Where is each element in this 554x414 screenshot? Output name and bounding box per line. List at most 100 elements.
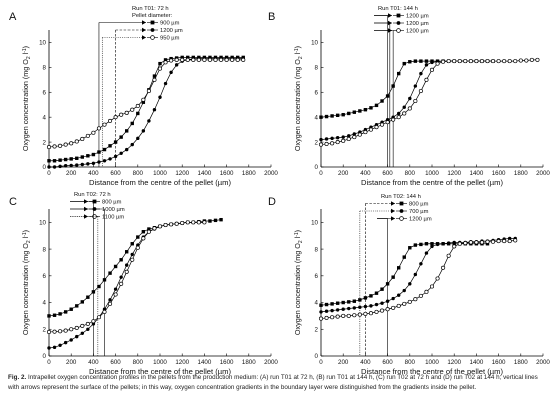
data-point xyxy=(69,163,73,168)
panel-b: B 0 200 400 600 800 1000 1200 1400 1600 1800 2000 0 2… xyxy=(268,6,550,187)
data-point xyxy=(169,70,173,75)
data-point xyxy=(80,155,84,159)
x-axis-title: Distance from the centre of the pellet (… xyxy=(361,367,503,376)
data-point xyxy=(130,252,134,257)
data-point xyxy=(335,301,340,305)
data-point xyxy=(125,147,129,152)
x-tick-label: 800 xyxy=(133,359,144,366)
legend-title: Run T02: 144 h xyxy=(381,194,421,200)
data-point xyxy=(513,59,518,64)
data-point xyxy=(330,114,334,118)
data-point xyxy=(496,239,501,244)
data-point xyxy=(136,235,140,239)
legend-marker xyxy=(396,28,401,33)
y-tick-label: 8 xyxy=(315,246,319,253)
data-point xyxy=(135,245,140,250)
data-point xyxy=(452,244,457,249)
x-tick-label: 1400 xyxy=(198,359,212,366)
data-point xyxy=(424,63,429,67)
data-point xyxy=(163,58,168,62)
x-tick-label: 1400 xyxy=(198,170,212,177)
data-point xyxy=(502,59,507,64)
data-point xyxy=(418,293,423,298)
data-point xyxy=(413,272,418,277)
data-point xyxy=(402,61,406,66)
data-point xyxy=(125,250,129,254)
data-point xyxy=(502,239,507,244)
data-point xyxy=(169,58,174,63)
data-point xyxy=(91,290,96,294)
data-point xyxy=(63,142,68,147)
data-point xyxy=(102,159,107,163)
data-point xyxy=(441,242,445,246)
data-point xyxy=(435,61,440,66)
data-point xyxy=(174,57,179,62)
data-point xyxy=(324,141,329,147)
data-point xyxy=(513,238,518,243)
y-tick-label: 0 xyxy=(43,164,47,171)
data-point xyxy=(391,296,395,301)
panel-a: A 0 200 400 600 800 1000 1200 1400 1600 1800 2000 0 2… xyxy=(9,6,278,187)
data-point xyxy=(335,136,340,140)
x-tick-label: 400 xyxy=(88,170,99,177)
data-point xyxy=(52,144,57,149)
data-point xyxy=(347,300,351,304)
legend-entry-label: 1000 µm xyxy=(102,207,125,213)
data-point xyxy=(352,299,356,303)
data-point xyxy=(69,307,73,311)
x-tick-label: 0 xyxy=(47,359,51,366)
data-point xyxy=(86,327,90,331)
data-point xyxy=(196,220,201,225)
data-point xyxy=(196,57,201,62)
data-point xyxy=(324,114,329,119)
series-3 xyxy=(318,57,540,147)
data-point xyxy=(518,58,523,63)
panel-label: B xyxy=(268,11,275,23)
data-point xyxy=(52,329,57,334)
data-point xyxy=(424,242,429,246)
data-point xyxy=(124,269,129,274)
data-point xyxy=(163,60,168,65)
series-line xyxy=(49,57,244,162)
data-point xyxy=(419,71,423,76)
data-point xyxy=(357,132,362,137)
data-point xyxy=(391,275,395,279)
data-point xyxy=(391,84,395,88)
data-point xyxy=(402,255,406,259)
data-point xyxy=(324,315,329,320)
data-point xyxy=(191,57,196,62)
legend-entry-label: 800 µm xyxy=(409,202,429,208)
legend-title: Run T01: 72 h xyxy=(132,6,169,12)
data-point xyxy=(397,111,401,116)
data-point xyxy=(424,59,429,63)
data-point xyxy=(369,106,373,110)
data-point xyxy=(58,343,62,348)
data-point xyxy=(319,115,323,119)
data-point xyxy=(408,282,412,286)
x-tick-label: 600 xyxy=(110,170,121,177)
series-line xyxy=(320,60,494,140)
y-tick-label: 2 xyxy=(43,326,47,333)
data-point xyxy=(75,156,79,160)
series-2 xyxy=(47,56,245,169)
legend-marker xyxy=(399,216,404,221)
data-point xyxy=(130,107,135,112)
data-point xyxy=(379,122,385,127)
data-point xyxy=(119,135,123,139)
data-point xyxy=(446,253,451,258)
data-point xyxy=(341,138,346,143)
data-point xyxy=(335,308,340,312)
data-point xyxy=(141,97,146,102)
data-point xyxy=(468,59,473,64)
data-point xyxy=(86,154,90,158)
data-point xyxy=(180,57,185,62)
x-tick-label: 1000 xyxy=(153,359,167,366)
data-point xyxy=(385,307,390,312)
y-tick-label: 6 xyxy=(43,273,47,280)
data-point xyxy=(352,132,356,136)
x-tick-label: 2000 xyxy=(536,359,550,366)
data-point xyxy=(113,115,118,120)
figure-caption: Fig. 2. Intrapellet oxygen concentration… xyxy=(8,373,548,392)
x-tick-label: 2000 xyxy=(264,170,278,177)
data-point xyxy=(318,316,324,321)
